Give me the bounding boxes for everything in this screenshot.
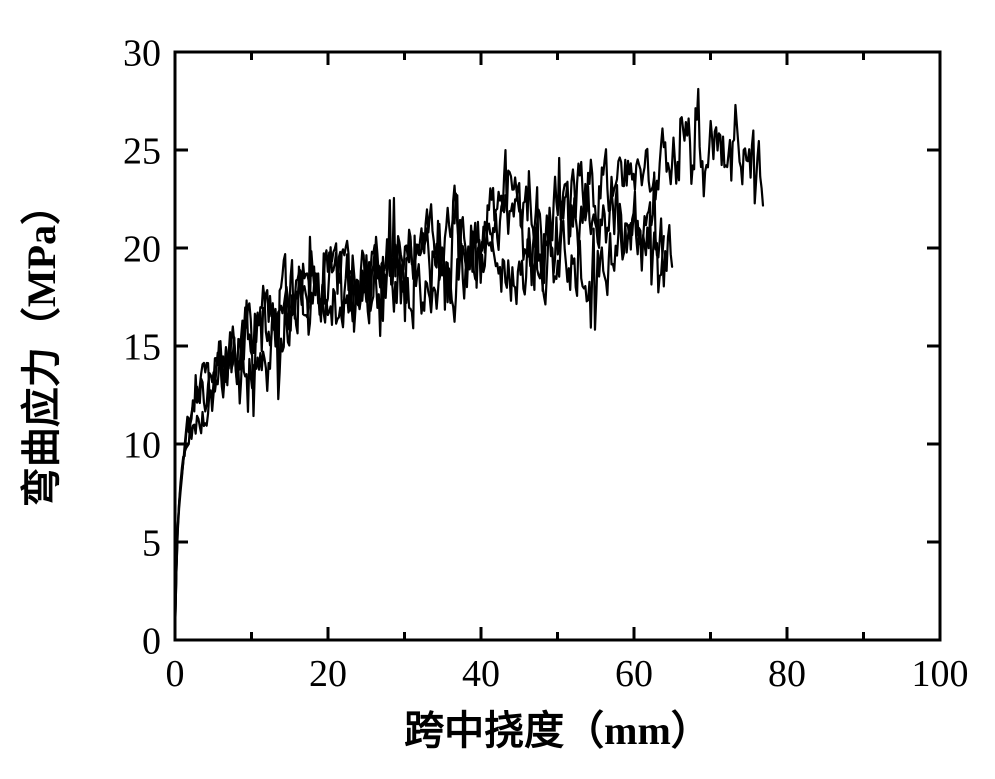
- x-axis-title: 跨中挠度（mm）: [404, 708, 711, 753]
- y-tick-label: 5: [142, 522, 161, 564]
- y-tick-label: 10: [123, 424, 161, 466]
- x-tick-label: 80: [768, 653, 806, 695]
- x-tick-label: 0: [166, 653, 185, 695]
- x-tick-label: 100: [912, 653, 969, 695]
- x-tick-label: 20: [309, 653, 347, 695]
- x-tick-label: 60: [615, 653, 653, 695]
- bending-stress-chart: 0 20 40 60 80 100 0 5 10 15 20 25 30 跨中挠度（mm） 弯曲应力（MPa…: [0, 0, 995, 779]
- y-tick-label: 15: [123, 326, 161, 368]
- y-tick-label: 30: [123, 32, 161, 74]
- y-tick-label: 20: [123, 228, 161, 270]
- y-tick-label: 0: [142, 620, 161, 662]
- y-axis-title: 弯曲应力（MPa）: [19, 185, 64, 507]
- y-tick-label: 25: [123, 130, 161, 172]
- chart-container: 0 20 40 60 80 100 0 5 10 15 20 25 30 跨中挠度（mm） 弯曲应力（MPa…: [0, 0, 995, 779]
- x-tick-label: 40: [462, 653, 500, 695]
